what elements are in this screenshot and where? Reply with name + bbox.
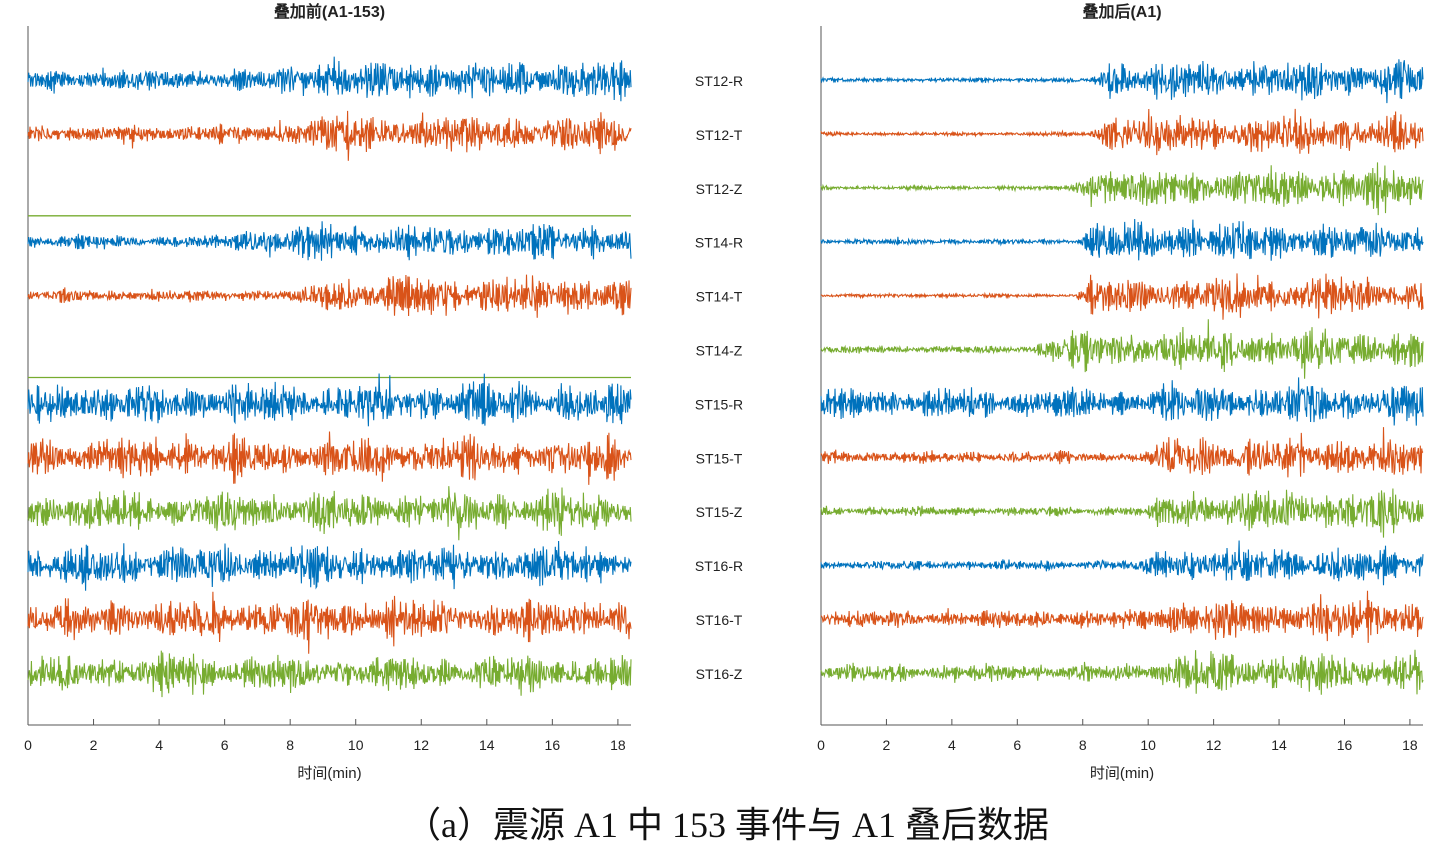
- trace-st12-t: [27, 110, 632, 161]
- trace-st15-z: [27, 486, 632, 541]
- station-label: ST16-R: [695, 558, 743, 574]
- panel-title: 叠加后(A1): [1082, 3, 1161, 21]
- x-tick-label: 10: [348, 737, 364, 753]
- x-tick-label: 4: [155, 737, 163, 753]
- x-tick-label: 12: [1206, 737, 1222, 753]
- trace-st12-z: [820, 162, 1424, 216]
- x-tick-label: 2: [90, 737, 98, 753]
- station-label: ST12-T: [696, 127, 743, 143]
- x-tick-label: 8: [286, 737, 294, 753]
- trace-st15-z: [820, 488, 1424, 538]
- x-tick-label: 14: [1271, 737, 1287, 753]
- trace-st16-r: [27, 540, 632, 591]
- x-axis-label: 时间(min): [297, 765, 361, 782]
- panel-after-stacking: 叠加后(A1) 0 2 4 6 8 10 12 14 16 18 时间(min): [817, 3, 1424, 782]
- trace-st14-r: [820, 218, 1424, 261]
- trace-st16-t: [820, 590, 1424, 643]
- x-tick-label: 12: [413, 737, 429, 753]
- panel-title: 叠加前(A1-153): [274, 2, 385, 21]
- x-tick-label: 2: [883, 737, 891, 753]
- station-label: ST14-T: [696, 289, 743, 305]
- trace-st15-r: [27, 373, 632, 427]
- trace-st14-t: [27, 274, 632, 318]
- trace-st15-t: [820, 427, 1424, 478]
- station-label: ST14-R: [695, 235, 743, 251]
- x-tick-label: 14: [479, 737, 495, 753]
- x-tick-label: 10: [1140, 737, 1156, 753]
- x-tick-label: 0: [24, 737, 32, 753]
- station-label: ST14-Z: [696, 343, 743, 359]
- trace-st14-r: [27, 221, 632, 261]
- x-tick-label: 6: [1013, 737, 1021, 753]
- station-label-column: ST12-R ST12-T ST12-Z ST14-R ST14-T ST14-Z ST15…: [695, 73, 743, 682]
- station-label: ST15-Z: [696, 504, 743, 520]
- trace-st14-t: [820, 273, 1424, 320]
- x-axis-label: 时间(min): [1090, 765, 1154, 782]
- station-label: ST16-T: [696, 612, 743, 628]
- trace-st15-r: [820, 377, 1424, 426]
- figure-caption: （a）震源 A1 中 153 事件与 A1 叠后数据: [405, 805, 1049, 845]
- trace-st14-z: [820, 319, 1424, 379]
- panel-before-stacking: 叠加前(A1-153) 0 2 4 6 8 10 12 14 16 18 时间(min): [24, 2, 632, 782]
- x-tick-label: 8: [1079, 737, 1087, 753]
- x-tick-label: 18: [1402, 737, 1418, 753]
- x-tick-label: 0: [817, 737, 825, 753]
- x-tick-label: 6: [221, 737, 229, 753]
- trace-st12-r: [820, 59, 1424, 104]
- trace-st16-t: [27, 591, 632, 654]
- trace-st12-r: [27, 56, 632, 102]
- x-tick-label: 4: [948, 737, 956, 753]
- x-tick-label: 18: [610, 737, 626, 753]
- trace-st16-r: [820, 540, 1424, 586]
- station-label: ST15-T: [696, 450, 743, 466]
- station-label: ST12-Z: [696, 181, 743, 197]
- station-label: ST15-R: [695, 396, 743, 412]
- station-label: ST16-Z: [696, 666, 743, 682]
- station-label: ST12-R: [695, 73, 743, 89]
- x-tick-label: 16: [545, 737, 561, 753]
- trace-st15-t: [27, 431, 632, 485]
- trace-st12-t: [820, 108, 1424, 156]
- trace-st16-z: [820, 649, 1424, 695]
- x-tick-label: 16: [1337, 737, 1353, 753]
- trace-st16-z: [27, 650, 632, 698]
